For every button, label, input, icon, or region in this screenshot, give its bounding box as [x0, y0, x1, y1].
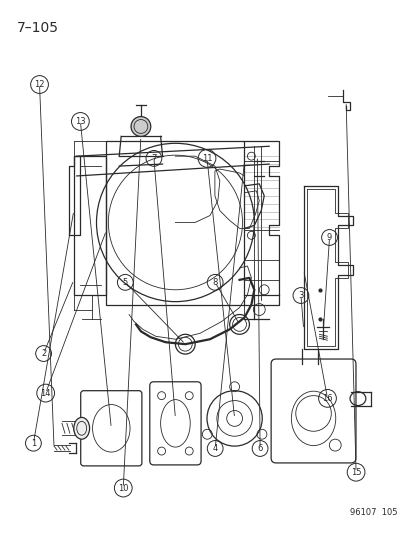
Text: 7: 7	[151, 154, 156, 163]
Text: 96107  105: 96107 105	[349, 508, 396, 518]
Ellipse shape	[74, 417, 89, 439]
Text: 9: 9	[326, 233, 331, 242]
Text: 2: 2	[41, 349, 46, 358]
Text: 15: 15	[350, 467, 361, 477]
Text: 7–105: 7–105	[17, 21, 59, 35]
Text: 6: 6	[257, 444, 262, 453]
Text: 8: 8	[212, 278, 217, 287]
Text: 4: 4	[212, 444, 217, 453]
Text: 5: 5	[122, 278, 128, 287]
Text: 13: 13	[75, 117, 85, 126]
Text: 12: 12	[34, 80, 45, 89]
Circle shape	[131, 117, 150, 136]
Text: 3: 3	[297, 291, 303, 300]
Text: 14: 14	[40, 389, 51, 398]
Text: 10: 10	[118, 483, 128, 492]
Text: 1: 1	[31, 439, 36, 448]
Text: 11: 11	[201, 154, 212, 163]
Text: 16: 16	[321, 394, 332, 403]
